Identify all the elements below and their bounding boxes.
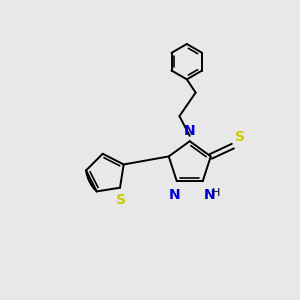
Text: N: N — [169, 188, 180, 203]
Text: N: N — [204, 188, 216, 203]
Text: N: N — [184, 124, 196, 138]
Text: S: S — [116, 193, 127, 207]
Text: H: H — [212, 188, 220, 199]
Text: S: S — [235, 130, 245, 144]
